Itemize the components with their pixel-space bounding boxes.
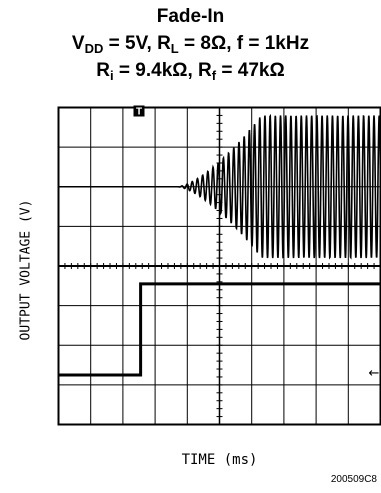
center-axes [58,107,381,425]
chart-title-line-1: Fade-In [156,6,225,27]
output-waveform-line [58,113,381,260]
control-step-line [58,282,381,377]
figure-id: 200509C8 [330,474,377,485]
chart-title-line-3: Ri = 9.4kΩ, Rf = 47kΩ [96,60,285,83]
chart-title-line-2: VDD = 5V, RL = 8Ω, f = 1kHz [71,33,310,56]
trigger-marker: T [133,105,145,118]
trigger-marker-label: T [136,107,142,118]
right-reference-arrow: ← [369,366,380,381]
x-axis-label: TIME (ms) [181,452,258,468]
